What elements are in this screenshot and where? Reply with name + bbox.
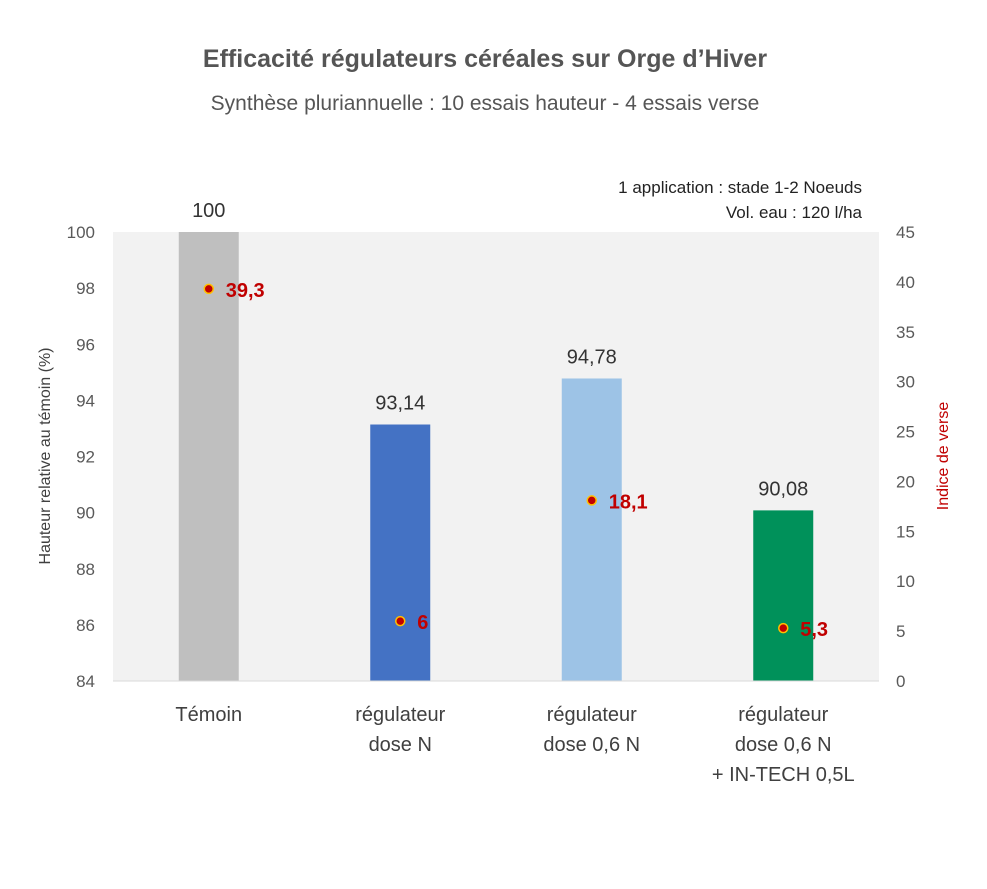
- category-label: dose 0,6 N: [543, 734, 640, 756]
- category-label: régulateur: [547, 704, 637, 726]
- verse-point: [395, 615, 406, 627]
- bar: [561, 378, 622, 681]
- y-tick-label: 90: [76, 504, 95, 523]
- verse-data-label: 39,3: [226, 280, 265, 302]
- y-axis-left: 84 86 88 90 92 94 96 98 100: [67, 223, 95, 691]
- category-label: régulateur: [738, 704, 828, 726]
- chart-subtitle: Synthèse pluriannuelle : 10 essais haute…: [211, 92, 760, 115]
- bar-data-label: 100: [192, 200, 225, 222]
- y-tick-label: 88: [76, 560, 95, 579]
- category-label: dose N: [369, 734, 432, 756]
- verse-point: [778, 622, 789, 634]
- bar-data-label: 93,14: [375, 393, 425, 415]
- y-axis-right: 0 5 10 15 20 25 30 35 40 45: [896, 223, 915, 691]
- verse-point: [586, 495, 597, 506]
- y-tick-label: 92: [76, 448, 95, 467]
- y2-tick-label: 30: [896, 373, 915, 392]
- verse-series: 39,3 6 18,1 5,3: [203, 280, 828, 641]
- chart-title: Efficacité régulateurs céréales sur Orge…: [203, 45, 767, 73]
- y2-tick-label: 45: [896, 223, 915, 242]
- verse-data-label: 18,1: [609, 491, 648, 513]
- y2-tick-label: 20: [896, 472, 915, 491]
- verse-data-label: 5,3: [800, 619, 828, 641]
- verse-data-label: 6: [417, 612, 428, 634]
- y2-tick-label: 35: [896, 323, 915, 342]
- y2-tick-label: 0: [896, 672, 905, 691]
- y-tick-label: 86: [76, 616, 95, 635]
- y-tick-label: 100: [67, 223, 95, 242]
- y2-tick-label: 10: [896, 572, 915, 591]
- y-tick-label: 96: [76, 335, 95, 354]
- category-label: dose 0,6 N: [735, 734, 832, 756]
- annotation-line-2: Vol. eau : 120 l/ha: [726, 203, 863, 222]
- y2-axis-title: Indice de verse: [935, 402, 952, 511]
- bar-data-label: 90,08: [758, 478, 808, 500]
- category-label: régulateur: [355, 704, 445, 726]
- y-tick-label: 84: [76, 672, 95, 691]
- annotation-line-1: 1 application : stade 1-2 Noeuds: [618, 178, 862, 197]
- bar: [178, 232, 239, 681]
- bar: [753, 510, 814, 681]
- y2-tick-label: 40: [896, 273, 915, 292]
- bar: [370, 424, 431, 681]
- bar-series: 100 93,14 94,78 90,08: [178, 200, 814, 681]
- y-tick-label: 94: [76, 391, 95, 410]
- y2-tick-label: 25: [896, 423, 915, 442]
- y-tick-label: 98: [76, 279, 95, 298]
- x-axis-categories: Témoin régulateur dose N régulateur dose 0,6…: [175, 704, 854, 786]
- y2-tick-label: 15: [896, 522, 915, 541]
- verse-point: [203, 283, 214, 295]
- y2-tick-label: 5: [896, 622, 905, 641]
- category-label: + IN-TECH 0,5L: [712, 764, 855, 786]
- plot-area: [113, 232, 879, 681]
- category-label: Témoin: [175, 704, 242, 726]
- bar-data-label: 94,78: [567, 346, 617, 368]
- y-axis-title: Hauteur relative au témoin (%): [37, 348, 54, 565]
